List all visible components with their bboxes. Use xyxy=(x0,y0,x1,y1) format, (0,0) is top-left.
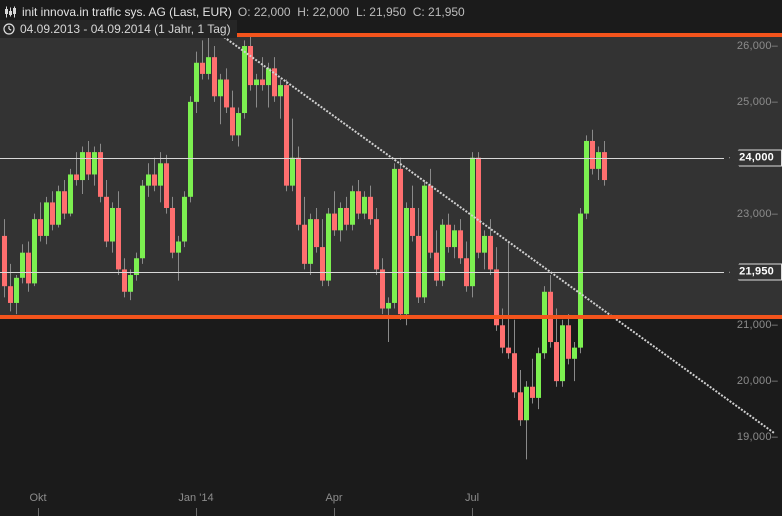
price-marker-nib xyxy=(729,263,740,281)
date-range-label: 04.09.2013 - 04.09.2014 (1 Jahr, 1 Tag) xyxy=(20,22,231,36)
y-axis-tick-19000: 19,000– xyxy=(736,431,778,443)
plot-area[interactable] xyxy=(0,0,782,486)
time-axis[interactable] xyxy=(0,486,782,516)
x-axis-tickmark xyxy=(472,508,473,516)
y-axis-tick-23000: 23,000– xyxy=(736,207,778,220)
x-axis-tickmark xyxy=(38,508,39,516)
y-axis-tick-20000: 20,000– xyxy=(736,375,778,388)
price-marker-nib xyxy=(729,149,740,167)
candlestick-series xyxy=(2,23,776,460)
price-marker-21950[interactable]: 21,950 xyxy=(729,263,782,281)
ohlc-values: O: 22,000 H: 22,000 L: 21,950 C: 21,950 xyxy=(238,5,465,19)
instrument-name: init innova.in traffic sys. AG (Last, EU… xyxy=(22,4,232,19)
y-axis-tick-21000: 21,000– xyxy=(736,319,778,332)
close-value: C: 21,950 xyxy=(412,4,465,19)
date-range-header: 04.09.2013 - 04.09.2014 (1 Jahr, 1 Tag) xyxy=(0,20,237,38)
x-axis-tickmark xyxy=(334,508,335,516)
price-marker-label: 24,000 xyxy=(739,149,782,167)
low-value: L: 21,950 xyxy=(355,4,407,19)
instrument-header: init innova.in traffic sys. AG (Last, EU… xyxy=(0,2,471,21)
x-axis-tick-okt: Okt xyxy=(29,492,47,504)
resistance-24000[interactable] xyxy=(0,157,724,159)
orange-line-upper[interactable] xyxy=(0,32,782,37)
y-axis-tick-26000: 26,000– xyxy=(736,40,778,52)
x-axis-tick-jul: Jul xyxy=(464,492,480,504)
orange-line-lower[interactable] xyxy=(0,314,782,319)
clock-icon xyxy=(3,23,15,35)
price-marker-24000[interactable]: 24,000 xyxy=(729,149,782,167)
x-axis-tickmark xyxy=(196,508,197,516)
open-value: O: 22,000 xyxy=(237,4,291,19)
candlestick-icon xyxy=(4,6,17,18)
x-axis-tick-jan14: Jan '14 xyxy=(178,492,214,504)
price-marker-label: 21,950 xyxy=(739,263,782,281)
y-axis-tick-25000: 25,000– xyxy=(736,95,778,108)
high-value: H: 22,000 xyxy=(297,4,350,19)
x-axis-tick-apr: Apr xyxy=(325,492,343,504)
support-21950[interactable] xyxy=(0,272,724,274)
